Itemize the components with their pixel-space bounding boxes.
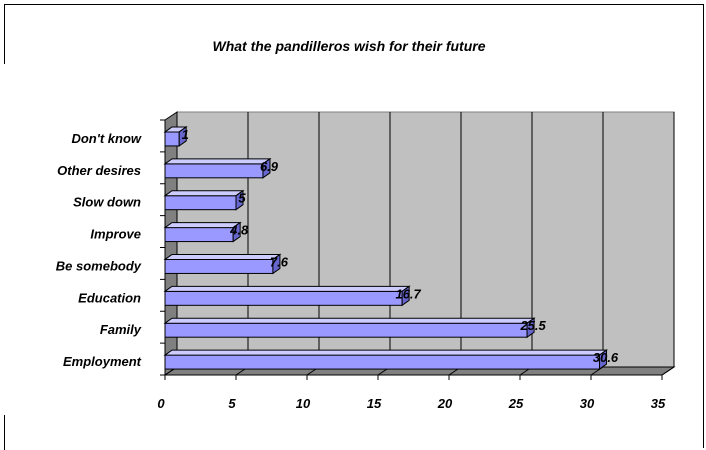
bars	[163, 125, 609, 371]
data-label: 6.9	[260, 159, 279, 174]
bar-top	[163, 190, 245, 197]
bar	[163, 317, 536, 339]
chart-title: What the pandilleros wish for their futu…	[212, 38, 485, 54]
x-tick-labels: 0 5 10 15 20 25 30 35	[157, 396, 666, 411]
data-label: 30.6	[593, 350, 619, 365]
data-label: 4.8	[229, 223, 249, 238]
x-tick-label: 25	[508, 396, 524, 411]
bar-top	[163, 349, 609, 356]
bar-side	[526, 317, 535, 339]
category-label: Don't know	[71, 131, 141, 146]
bar-side	[272, 253, 281, 275]
data-label: 5	[238, 191, 246, 206]
bar-side	[262, 157, 271, 179]
bar	[163, 253, 282, 275]
bar	[163, 125, 188, 147]
bar-side	[599, 349, 608, 371]
bar-front	[164, 195, 237, 211]
bar-front	[164, 131, 180, 147]
bar-front	[164, 258, 274, 274]
bar-side	[401, 285, 410, 307]
category-labels: Don't know Other desires Slow down Improve B…	[56, 119, 165, 376]
bar-front	[164, 354, 601, 370]
x-tick-label: 20	[437, 396, 453, 411]
bar-top	[163, 253, 282, 260]
x-tick-label: 0	[157, 396, 165, 411]
chart-frame-left-edge-bottom	[4, 415, 5, 450]
bar	[163, 285, 411, 307]
bar	[163, 221, 242, 243]
bar-front	[164, 290, 403, 306]
chart-frame-left-edge	[4, 4, 5, 64]
bar	[163, 189, 245, 211]
bar-top	[163, 222, 242, 229]
bar-top	[163, 158, 272, 165]
bar-top	[163, 285, 411, 292]
floor-gridline	[661, 366, 675, 376]
x-tick-label: 30	[580, 396, 595, 411]
bar-top	[163, 317, 536, 324]
data-labels: 1 6.9 5 4.8 7.6 16.7 25.5 30.6	[182, 127, 619, 365]
x-tick-label: 15	[367, 396, 382, 411]
bar-front	[164, 322, 528, 338]
bar-side	[232, 221, 241, 243]
data-label: 7.6	[270, 254, 289, 269]
category-label: Other desires	[57, 163, 141, 178]
data-label: 1	[182, 127, 189, 142]
category-label: Be somebody	[56, 258, 142, 273]
bar-side	[235, 189, 244, 211]
bar	[163, 349, 609, 371]
x-tick-label: 5	[228, 396, 236, 411]
bar	[163, 157, 272, 179]
bar-front	[164, 227, 234, 243]
data-label: 25.5	[519, 318, 546, 333]
category-label: Education	[78, 290, 141, 305]
data-label: 16.7	[395, 286, 421, 301]
category-label: Improve	[90, 227, 141, 242]
category-label: Employment	[63, 354, 142, 369]
bar-front	[164, 163, 264, 179]
category-label: Slow down	[73, 195, 141, 210]
x-tick-label: 35	[651, 396, 666, 411]
category-label: Family	[100, 322, 142, 337]
bar-side	[178, 125, 187, 147]
chart-frame	[4, 4, 704, 448]
x-tick-label: 10	[296, 396, 311, 411]
